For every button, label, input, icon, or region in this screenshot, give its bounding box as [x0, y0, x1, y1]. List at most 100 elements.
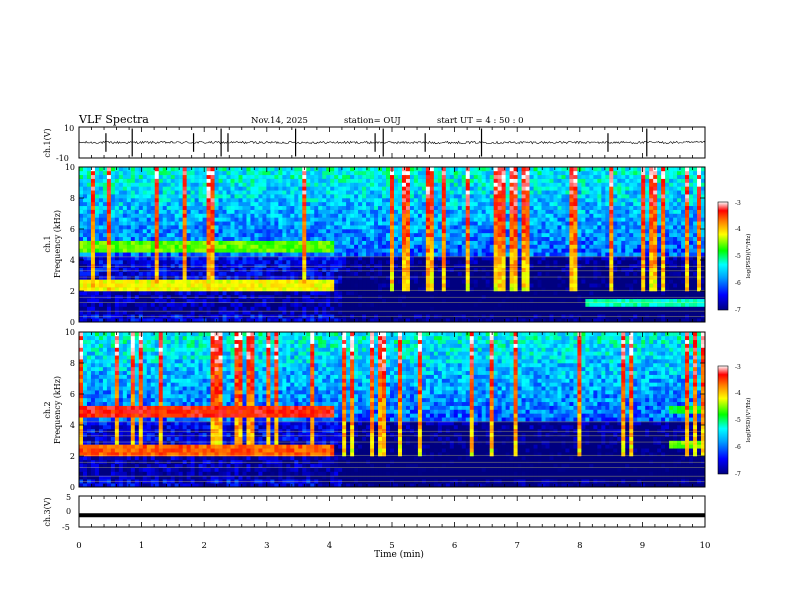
spectrogram-cell [274, 283, 279, 288]
spectrogram-cell [254, 298, 259, 303]
spectrogram-cell [162, 178, 168, 183]
spectrogram-cell [421, 267, 427, 272]
spectrogram-cell [473, 240, 479, 245]
spectrogram-cell [330, 256, 335, 261]
spectrogram-cell [306, 229, 311, 234]
spectrogram-cell [322, 244, 327, 249]
spectrogram-cell [386, 291, 391, 296]
spectrogram-cell [298, 298, 303, 303]
spectrogram-cell [461, 190, 467, 195]
spectrogram-cell [366, 170, 371, 176]
spectrogram-cell [254, 190, 259, 195]
spectrogram-cell [489, 291, 494, 296]
spectrogram-cell [461, 306, 467, 311]
spectrogram-cell [234, 244, 239, 249]
spectrogram-cell [449, 225, 455, 230]
spectrogram-cell [358, 221, 363, 226]
spectrogram-cell [334, 310, 339, 315]
spectrogram-cell [134, 260, 140, 265]
spectrogram-cell [465, 244, 471, 249]
spectrogram-cell [378, 217, 383, 222]
spectrogram-cell [194, 178, 199, 183]
spectrogram-cell [545, 256, 550, 261]
spectrogram-cell [473, 194, 479, 199]
spectrogram-cell [178, 201, 183, 207]
spectrogram-cell [370, 205, 375, 210]
spectrogram-cell [298, 248, 303, 253]
spectrogram-cell [537, 283, 542, 288]
spectrogram-cell [166, 275, 172, 280]
spectrogram-cell [154, 310, 160, 315]
spectrogram-cell [370, 229, 375, 234]
spectrogram-cell [473, 198, 479, 203]
spectrogram-cell [114, 209, 120, 214]
spectrogram-cell [238, 198, 243, 203]
spectrogram-cell [174, 201, 179, 207]
spectrogram-cell [409, 170, 415, 176]
spectrogram-cell [258, 306, 263, 311]
spectrogram-cell [150, 306, 156, 311]
spectrogram-cell [350, 267, 355, 272]
spectrogram-cell [413, 310, 419, 315]
spectrogram-cell [94, 298, 100, 303]
spectrogram-cell [501, 182, 506, 187]
spectrogram-cell [429, 248, 435, 253]
spectrogram-cell [521, 275, 526, 280]
spectrogram-cell [366, 182, 371, 187]
spectrogram-cell [533, 232, 538, 238]
spectrogram-cell [565, 178, 570, 183]
spectrogram-cell [366, 318, 371, 323]
spectrogram-cell [266, 248, 271, 253]
spectrogram-cell [497, 225, 502, 230]
spectrogram-cell [541, 225, 546, 230]
spectrogram-cell [417, 256, 423, 261]
spectrogram-cell [362, 252, 367, 257]
spectrogram-cell [126, 225, 132, 230]
spectrogram-cell [350, 213, 355, 218]
spectrogram-cell [114, 198, 120, 203]
spectrogram-cell [234, 267, 239, 272]
spectrogram-cell [218, 244, 223, 249]
spectrogram-cell [397, 194, 403, 199]
spectrogram-cell [182, 229, 187, 234]
spectrogram-cell [397, 170, 403, 176]
spectrogram-cell [366, 209, 371, 214]
spectrogram-cell [242, 194, 247, 199]
spectrogram-cell [533, 217, 538, 222]
spectrogram-cell [286, 306, 291, 311]
spectrogram-cell [162, 194, 168, 199]
spectrogram-cell [110, 209, 116, 214]
spectrogram-cell [266, 283, 271, 288]
spectrogram-cell [382, 298, 387, 303]
spectrogram-cell [134, 287, 140, 292]
spectrogram-cell [358, 271, 363, 276]
spectrogram-cell [90, 205, 96, 210]
spectrogram-cell [485, 229, 490, 234]
spectrogram-cell [306, 248, 311, 253]
spectrogram-cell [481, 229, 486, 234]
spectrogram-cell [194, 167, 199, 172]
spectrogram-cell [298, 201, 303, 207]
spectrogram-cell [505, 209, 510, 214]
spectrogram-cell [230, 221, 235, 226]
spectrogram-cell [274, 182, 279, 187]
spectrogram-cell [254, 271, 259, 276]
spectrogram-cell [545, 190, 550, 195]
spectrogram-cell [401, 205, 407, 210]
spectrogram-cell [354, 244, 359, 249]
spectrogram-cell [182, 225, 187, 230]
spectrogram-cell [234, 256, 239, 261]
spectrogram-cell [517, 225, 522, 230]
spectrogram-cell [146, 302, 152, 307]
spectrogram-cell [541, 318, 546, 323]
spectrogram-cell [378, 167, 383, 172]
spectrogram-cell [206, 178, 211, 183]
spectrogram-cell [222, 310, 227, 315]
spectrogram-cell [222, 198, 227, 203]
spectrogram-cell [106, 267, 112, 272]
spectrogram-cell [441, 209, 447, 214]
spectrogram-cell [509, 306, 514, 311]
spectrogram-cell [529, 170, 534, 176]
spectrogram-cell [290, 190, 295, 195]
spectrogram-cell [210, 310, 215, 315]
